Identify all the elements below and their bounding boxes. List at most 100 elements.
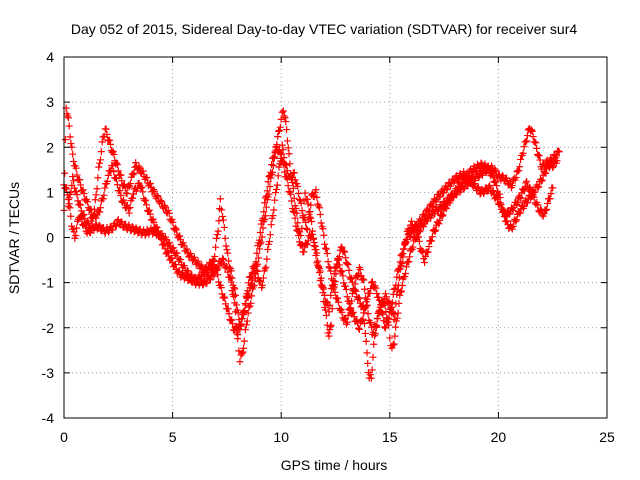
- data-point: [390, 340, 398, 348]
- data-point: [225, 310, 233, 318]
- x-tick-label: 20: [491, 429, 507, 445]
- data-point: [413, 223, 421, 231]
- data-point: [252, 258, 260, 266]
- data-point: [219, 212, 227, 220]
- data-point: [436, 192, 444, 200]
- data-point: [300, 248, 308, 256]
- data-point: [319, 283, 327, 291]
- data-point: [101, 229, 109, 237]
- data-point: [312, 246, 320, 254]
- data-point: [291, 214, 299, 222]
- data-point: [520, 202, 528, 210]
- data-point: [106, 136, 114, 144]
- y-tick-label: -4: [42, 410, 55, 426]
- data-point: [234, 331, 242, 339]
- data-point: [259, 214, 267, 222]
- data-point: [273, 181, 281, 189]
- data-point: [304, 216, 312, 224]
- data-point: [528, 126, 536, 134]
- data-point: [100, 191, 108, 199]
- data-point: [262, 203, 270, 211]
- y-tick-label: 3: [46, 94, 54, 110]
- data-point: [110, 168, 118, 176]
- data-point: [240, 344, 248, 352]
- data-point: [406, 253, 414, 261]
- data-point: [391, 284, 399, 292]
- data-point: [281, 114, 289, 122]
- data-point: [331, 288, 339, 296]
- data-point: [142, 196, 150, 204]
- data-point: [397, 287, 405, 295]
- data-point: [360, 276, 368, 284]
- data-point: [314, 257, 322, 265]
- data-point: [322, 311, 330, 319]
- data-point: [173, 249, 181, 257]
- data-point: [489, 173, 497, 181]
- data-point: [329, 277, 337, 285]
- data-point: [171, 261, 179, 269]
- data-point: [381, 324, 389, 332]
- data-point: [522, 179, 530, 187]
- data-point: [339, 272, 347, 280]
- data-point: [224, 249, 232, 257]
- data-point: [428, 233, 436, 241]
- data-point: [129, 194, 137, 202]
- data-point: [66, 204, 74, 212]
- data-point: [250, 263, 258, 271]
- data-point: [230, 284, 238, 292]
- data-point: [549, 184, 557, 192]
- data-point: [476, 190, 484, 198]
- data-point: [374, 315, 382, 323]
- data-point: [531, 138, 539, 146]
- data-point: [315, 263, 323, 271]
- data-point: [243, 317, 251, 325]
- data-point: [542, 169, 550, 177]
- data-point: [503, 217, 511, 225]
- data-point: [355, 294, 363, 302]
- data-point: [146, 210, 154, 218]
- data-point: [67, 212, 75, 220]
- data-point: [282, 118, 290, 126]
- data-point: [113, 181, 121, 189]
- data-point: [475, 173, 483, 181]
- data-point: [128, 170, 136, 178]
- data-point: [220, 293, 228, 301]
- data-point: [387, 304, 395, 312]
- data-point: [368, 279, 376, 287]
- data-point: [388, 344, 396, 352]
- data-point: [262, 192, 270, 200]
- data-point: [240, 337, 248, 345]
- data-point: [309, 234, 317, 242]
- data-point: [328, 282, 336, 290]
- data-point: [503, 174, 511, 182]
- data-point: [114, 167, 122, 175]
- data-point: [369, 328, 377, 336]
- data-point: [247, 281, 255, 289]
- data-point: [220, 223, 228, 231]
- data-point: [212, 243, 220, 251]
- data-point: [261, 199, 269, 207]
- data-point: [514, 199, 522, 207]
- data-point: [129, 171, 137, 179]
- data-point: [401, 273, 409, 281]
- data-point: [547, 190, 555, 198]
- data-point: [312, 186, 320, 194]
- data-point: [77, 201, 85, 209]
- data-point: [321, 291, 329, 299]
- data-point: [232, 291, 240, 299]
- data-point: [213, 231, 221, 239]
- data-point: [276, 149, 284, 157]
- data-point: [99, 133, 107, 141]
- data-point: [367, 374, 375, 382]
- data-point: [457, 182, 465, 190]
- data-point: [278, 108, 286, 116]
- data-point: [431, 227, 439, 235]
- data-point: [417, 218, 425, 226]
- data-point: [72, 188, 80, 196]
- data-point: [143, 174, 151, 182]
- data-point: [327, 291, 335, 299]
- data-point: [291, 176, 299, 184]
- data-point: [97, 148, 105, 156]
- data-point: [520, 187, 528, 195]
- x-tick-label: 0: [60, 429, 68, 445]
